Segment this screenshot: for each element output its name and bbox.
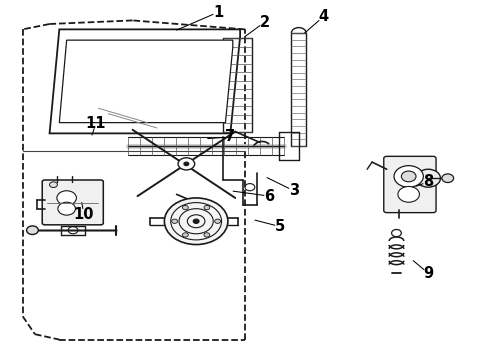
Text: 4: 4 bbox=[318, 9, 328, 24]
Text: 8: 8 bbox=[423, 174, 433, 189]
Text: 5: 5 bbox=[275, 219, 285, 234]
Circle shape bbox=[204, 206, 210, 210]
FancyBboxPatch shape bbox=[384, 156, 436, 213]
Circle shape bbox=[401, 171, 416, 182]
Text: 3: 3 bbox=[289, 183, 299, 198]
Text: 6: 6 bbox=[265, 189, 274, 204]
Text: 2: 2 bbox=[260, 15, 270, 30]
Circle shape bbox=[49, 182, 57, 188]
Circle shape bbox=[178, 158, 195, 170]
Circle shape bbox=[57, 191, 76, 205]
Circle shape bbox=[204, 233, 210, 237]
Text: 10: 10 bbox=[74, 207, 94, 221]
Circle shape bbox=[182, 206, 188, 210]
Circle shape bbox=[26, 226, 38, 234]
Text: 7: 7 bbox=[225, 130, 235, 144]
Circle shape bbox=[58, 202, 75, 215]
Text: 11: 11 bbox=[86, 116, 106, 131]
Circle shape bbox=[394, 166, 423, 187]
Circle shape bbox=[193, 219, 199, 224]
Circle shape bbox=[184, 162, 189, 166]
Circle shape bbox=[182, 233, 188, 237]
Text: 1: 1 bbox=[213, 5, 223, 20]
Circle shape bbox=[416, 169, 441, 187]
Text: 9: 9 bbox=[423, 266, 433, 281]
Polygon shape bbox=[59, 40, 233, 123]
Circle shape bbox=[398, 186, 419, 202]
Circle shape bbox=[164, 198, 228, 244]
FancyBboxPatch shape bbox=[42, 180, 103, 225]
Circle shape bbox=[172, 219, 177, 224]
Circle shape bbox=[442, 174, 454, 183]
Circle shape bbox=[215, 219, 220, 224]
